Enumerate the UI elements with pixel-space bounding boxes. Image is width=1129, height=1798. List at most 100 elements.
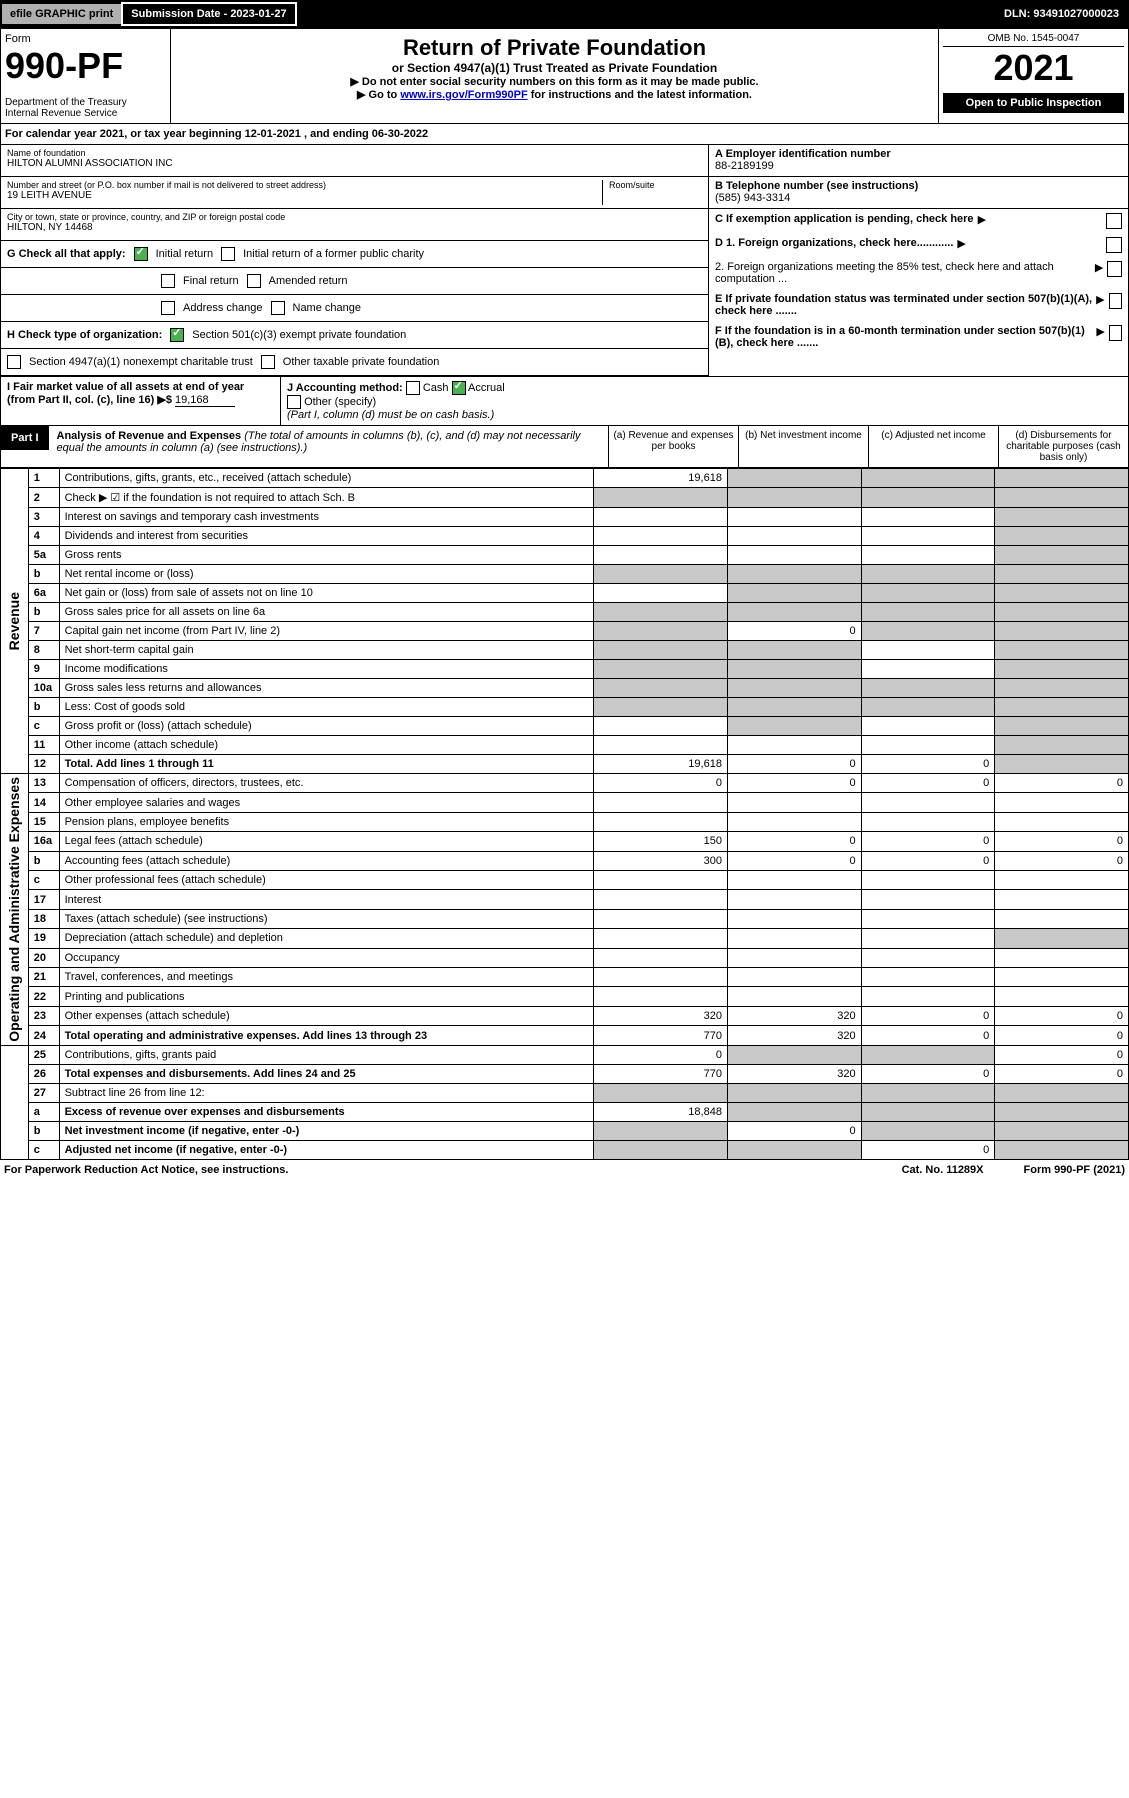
ln: b (28, 565, 59, 584)
irs-link[interactable]: www.irs.gov/Form990PF (400, 89, 527, 101)
initial-former-checkbox[interactable] (221, 247, 235, 261)
ein-value: 88-2189199 (715, 160, 1122, 172)
val-a: 770 (594, 1064, 728, 1083)
tax-year: 2021 (943, 47, 1124, 89)
revenue-side-label: Revenue (6, 592, 22, 650)
name-change-checkbox[interactable] (271, 301, 285, 315)
desc: Net rental income or (loss) (59, 565, 594, 584)
j-label: J Accounting method: (287, 382, 403, 394)
amended-return-checkbox[interactable] (247, 274, 261, 288)
final-return-label: Final return (183, 275, 239, 287)
h-label: H Check type of organization: (7, 329, 162, 341)
phone-value: (585) 943-3314 (715, 192, 1122, 204)
desc: Net short-term capital gain (59, 641, 594, 660)
desc: Total operating and administrative expen… (59, 1026, 594, 1046)
val-a: 770 (594, 1026, 728, 1046)
col-a-header: (a) Revenue and expenses per books (608, 426, 738, 467)
val-d: 0 (995, 1045, 1129, 1064)
ln: 8 (28, 641, 59, 660)
desc: Subtract line 26 from line 12: (59, 1083, 594, 1102)
d1-checkbox[interactable] (1106, 237, 1122, 253)
info-section: Name of foundation HILTON ALUMNI ASSOCIA… (0, 145, 1129, 377)
ln: 25 (28, 1045, 59, 1064)
ln: 14 (28, 793, 59, 812)
ln: 18 (28, 909, 59, 928)
ln: 21 (28, 968, 59, 987)
address-value: 19 LEITH AVENUE (7, 190, 602, 201)
desc: Income modifications (59, 660, 594, 679)
val-c: 0 (861, 1140, 995, 1159)
val-c: 0 (861, 851, 995, 870)
desc: Gross sales less returns and allowances (59, 679, 594, 698)
ein-label: A Employer identification number (715, 148, 1122, 160)
initial-return-checkbox[interactable] (134, 247, 148, 261)
val-d: 0 (995, 1026, 1129, 1046)
desc: Pension plans, employee benefits (59, 812, 594, 831)
desc: Other expenses (attach schedule) (59, 1006, 594, 1025)
501c3-checkbox[interactable] (170, 328, 184, 342)
val-c: 0 (861, 1064, 995, 1083)
initial-return-label: Initial return (156, 248, 213, 260)
ln: 6a (28, 584, 59, 603)
footer-mid: Cat. No. 11289X (902, 1164, 984, 1176)
part1-header: Part I Analysis of Revenue and Expenses … (0, 426, 1129, 468)
dept-label: Department of the Treasury (5, 97, 166, 108)
c-checkbox[interactable] (1106, 213, 1122, 229)
val-c: 0 (861, 1006, 995, 1025)
cash-checkbox[interactable] (406, 381, 420, 395)
desc: Legal fees (attach schedule) (59, 832, 594, 851)
ln: 27 (28, 1083, 59, 1102)
ln: 24 (28, 1026, 59, 1046)
desc: Gross rents (59, 546, 594, 565)
d2-checkbox[interactable] (1107, 261, 1122, 277)
foundation-name: HILTON ALUMNI ASSOCIATION INC (7, 158, 702, 169)
val-c: 0 (861, 774, 995, 793)
ln: b (28, 1121, 59, 1140)
calendar-year-line: For calendar year 2021, or tax year begi… (0, 124, 1129, 145)
col-b-header: (b) Net investment income (738, 426, 868, 467)
foundation-name-label: Name of foundation (7, 148, 702, 158)
desc: Accounting fees (attach schedule) (59, 851, 594, 870)
ln: a (28, 1102, 59, 1121)
f-checkbox[interactable] (1109, 325, 1122, 341)
4947-checkbox[interactable] (7, 355, 21, 369)
desc: Adjusted net income (if negative, enter … (59, 1140, 594, 1159)
expenses-side-label: Operating and Administrative Expenses (6, 777, 22, 1042)
val-c: 0 (861, 755, 995, 774)
val-b: 320 (727, 1064, 861, 1083)
ln: 20 (28, 948, 59, 967)
form-number: 990-PF (5, 45, 166, 87)
other-taxable-checkbox[interactable] (261, 355, 275, 369)
val-a: 19,618 (594, 469, 728, 488)
efile-print-button[interactable]: efile GRAPHIC print (2, 4, 121, 24)
desc: Contributions, gifts, grants paid (59, 1045, 594, 1064)
address-change-checkbox[interactable] (161, 301, 175, 315)
ln: b (28, 851, 59, 870)
val-d: 0 (995, 851, 1129, 870)
other-method-checkbox[interactable] (287, 395, 301, 409)
d2-label: 2. Foreign organizations meeting the 85%… (715, 261, 1091, 285)
other-method-label: Other (specify) (304, 396, 376, 408)
omb-number: OMB No. 1545-0047 (943, 33, 1124, 47)
ln: 13 (28, 774, 59, 793)
desc: Less: Cost of goods sold (59, 698, 594, 717)
e-checkbox[interactable] (1109, 293, 1122, 309)
desc: Check ▶ ☑ if the foundation is not requi… (59, 488, 594, 508)
ij-section: I Fair market value of all assets at end… (0, 377, 1129, 426)
top-bar: efile GRAPHIC print Submission Date - 20… (0, 0, 1129, 28)
desc: Excess of revenue over expenses and disb… (59, 1102, 594, 1121)
val-a: 19,618 (594, 755, 728, 774)
footer-right: Form 990-PF (2021) (1024, 1164, 1125, 1176)
cash-label: Cash (423, 382, 449, 394)
final-return-checkbox[interactable] (161, 274, 175, 288)
desc: Other income (attach schedule) (59, 736, 594, 755)
ln: 15 (28, 812, 59, 831)
val-d: 0 (995, 832, 1129, 851)
accrual-checkbox[interactable] (452, 381, 466, 395)
address-label: Number and street (or P.O. box number if… (7, 180, 602, 190)
ln: 22 (28, 987, 59, 1006)
val-b: 320 (727, 1006, 861, 1025)
desc: Other employee salaries and wages (59, 793, 594, 812)
ln: 23 (28, 1006, 59, 1025)
ln: 4 (28, 527, 59, 546)
